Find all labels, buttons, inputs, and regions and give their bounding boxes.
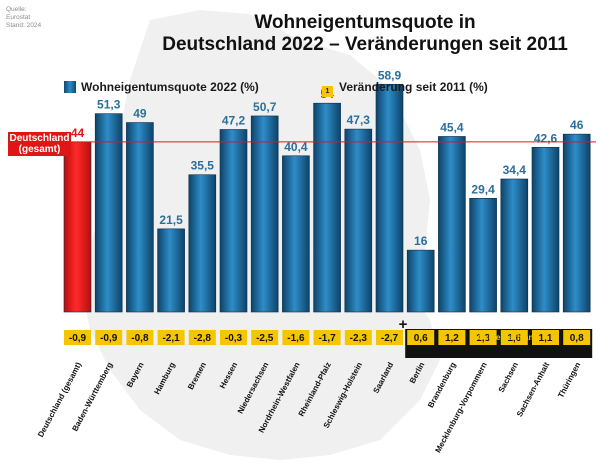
change-box-thueringen	[563, 330, 591, 345]
legend-bar-swatch	[64, 81, 76, 93]
value-label-baden-wuerttemberg: 51,3	[97, 98, 121, 112]
bar-bremen	[188, 174, 217, 313]
change-box-sachsen-anhalt	[532, 330, 559, 345]
change-label-brandenburg: 1,2	[445, 333, 459, 344]
change-label-deutschland-gesamt: -0,9	[69, 333, 87, 344]
change-label-niedersachsen: -2,5	[256, 333, 274, 344]
east-germany-label: Ostdeutschland	[477, 333, 539, 342]
value-label-saarland: 58,9	[378, 68, 402, 82]
change-label-mecklenburg-vorpommern: 1,3	[476, 333, 490, 344]
source-note: Quelle: Eurostat Stand: 2024	[6, 6, 41, 30]
germany-highlight-label: Deutschland (gesamt)	[8, 132, 71, 156]
source-line-3: Stand: 2024	[6, 22, 42, 29]
change-label-rheinland-pfalz: -1,7	[318, 333, 336, 344]
category-label-sachsen: Sachsen	[497, 361, 520, 394]
bar-sachsen-anhalt	[531, 146, 560, 313]
value-label-berlin: 16	[414, 234, 428, 248]
bar-niedersachsen	[250, 115, 279, 313]
value-label-mecklenburg-vorpommern: 29,4	[471, 182, 495, 196]
change-box-rheinland-pfalz	[313, 330, 341, 345]
change-label-hessen: -0,3	[225, 333, 243, 344]
change-box-schleswig-holstein	[344, 330, 372, 345]
highlight-line-2: (gesamt)	[18, 144, 61, 155]
bar-berlin	[406, 249, 435, 313]
plus-sign: +	[398, 316, 408, 333]
value-label-hamburg: 21,5	[159, 213, 183, 227]
change-box-sachsen	[500, 330, 528, 345]
change-label-schleswig-holstein: -2,3	[350, 333, 368, 344]
value-label-thueringen: 46	[570, 118, 584, 132]
change-box-saarland	[376, 330, 403, 345]
change-box-deutschland-gesamt	[64, 330, 91, 345]
source-line-1: Quelle:	[6, 6, 27, 13]
bar-nordrhein-westfalen	[282, 155, 310, 313]
legend-change-swatch: 1	[322, 86, 333, 97]
legend-bar-label: Wohneigentumsquote 2022 (%)	[81, 80, 259, 94]
value-label-hessen: 47,2	[222, 113, 246, 127]
bar-bayern	[126, 122, 154, 313]
change-box-baden-wuerttemberg	[95, 330, 123, 345]
east-germany-band	[405, 329, 593, 358]
legend-change-label: Veränderung seit 2011 (%)	[339, 80, 488, 94]
change-label-nordrhein-westfalen: -1,6	[287, 333, 305, 344]
source-line-2: Eurostat	[6, 14, 31, 21]
change-label-sachsen-anhalt: 1,1	[539, 333, 553, 344]
change-box-bayern	[126, 330, 154, 345]
change-label-sachsen: 1,6	[507, 333, 521, 344]
value-label-bremen: 35,5	[191, 159, 215, 173]
value-label-niedersachsen: 50,7	[253, 100, 277, 114]
highlight-line-1: Deutschland	[9, 133, 70, 144]
value-label-nordrhein-westfalen: 40,4	[284, 140, 308, 154]
value-label-sachsen: 34,4	[503, 163, 527, 177]
bar-thueringen	[562, 133, 591, 313]
category-label-thueringen: Thüringen	[556, 361, 582, 400]
bar-baden-wuerttemberg	[94, 113, 123, 313]
bar-sachsen	[500, 178, 529, 313]
change-label-thueringen: 0,8	[570, 333, 584, 344]
title-line-2: Deutschland 2022 – Veränderungen seit 20…	[162, 34, 568, 55]
value-label-bayern: 49	[133, 107, 147, 121]
value-label-sachsen-anhalt: 42,6	[534, 131, 558, 145]
change-box-mecklenburg-vorpommern	[469, 330, 497, 345]
change-box-nordrhein-westfalen	[282, 330, 310, 345]
bar-hessen	[219, 129, 248, 313]
bar-saarland	[375, 83, 404, 313]
legend-change-entry: 1 Veränderung seit 2011 (%)	[322, 80, 488, 97]
value-label-schleswig-holstein: 47,3	[347, 113, 371, 127]
change-label-baden-wuerttemberg: -0,9	[100, 333, 118, 344]
change-box-bremen	[188, 330, 216, 345]
value-label-deutschland-gesamt: 44	[71, 126, 85, 140]
change-label-berlin: 0,6	[414, 333, 428, 344]
bar-rheinland-pfalz	[313, 102, 341, 313]
legend-bar-entry: Wohneigentumsquote 2022 (%)	[64, 80, 259, 94]
change-label-bremen: -2,8	[194, 333, 212, 344]
change-box-niedersachsen	[251, 330, 279, 345]
change-box-berlin	[407, 330, 435, 345]
change-label-saarland: -2,7	[381, 333, 399, 344]
bar-brandenburg	[438, 136, 466, 313]
change-box-brandenburg	[438, 330, 466, 345]
bar-schleswig-holstein	[344, 128, 373, 313]
change-label-bayern: -0,8	[131, 333, 149, 344]
category-label-sachsen-anhalt: Sachsen-Anhalt	[515, 360, 551, 418]
bar-hamburg	[157, 228, 185, 313]
chart-title: Wohneigentumsquote in Deutschland 2022 –…	[150, 12, 580, 56]
change-label-hamburg: -2,1	[162, 333, 180, 344]
title-line-1: Wohneigentumsquote in	[254, 12, 476, 33]
change-box-hessen	[220, 330, 247, 345]
value-label-brandenburg: 45,4	[440, 120, 464, 134]
bar-mecklenburg-vorpommern	[469, 198, 497, 313]
change-box-hamburg	[157, 330, 185, 345]
bar-deutschland-gesamt	[63, 141, 92, 313]
